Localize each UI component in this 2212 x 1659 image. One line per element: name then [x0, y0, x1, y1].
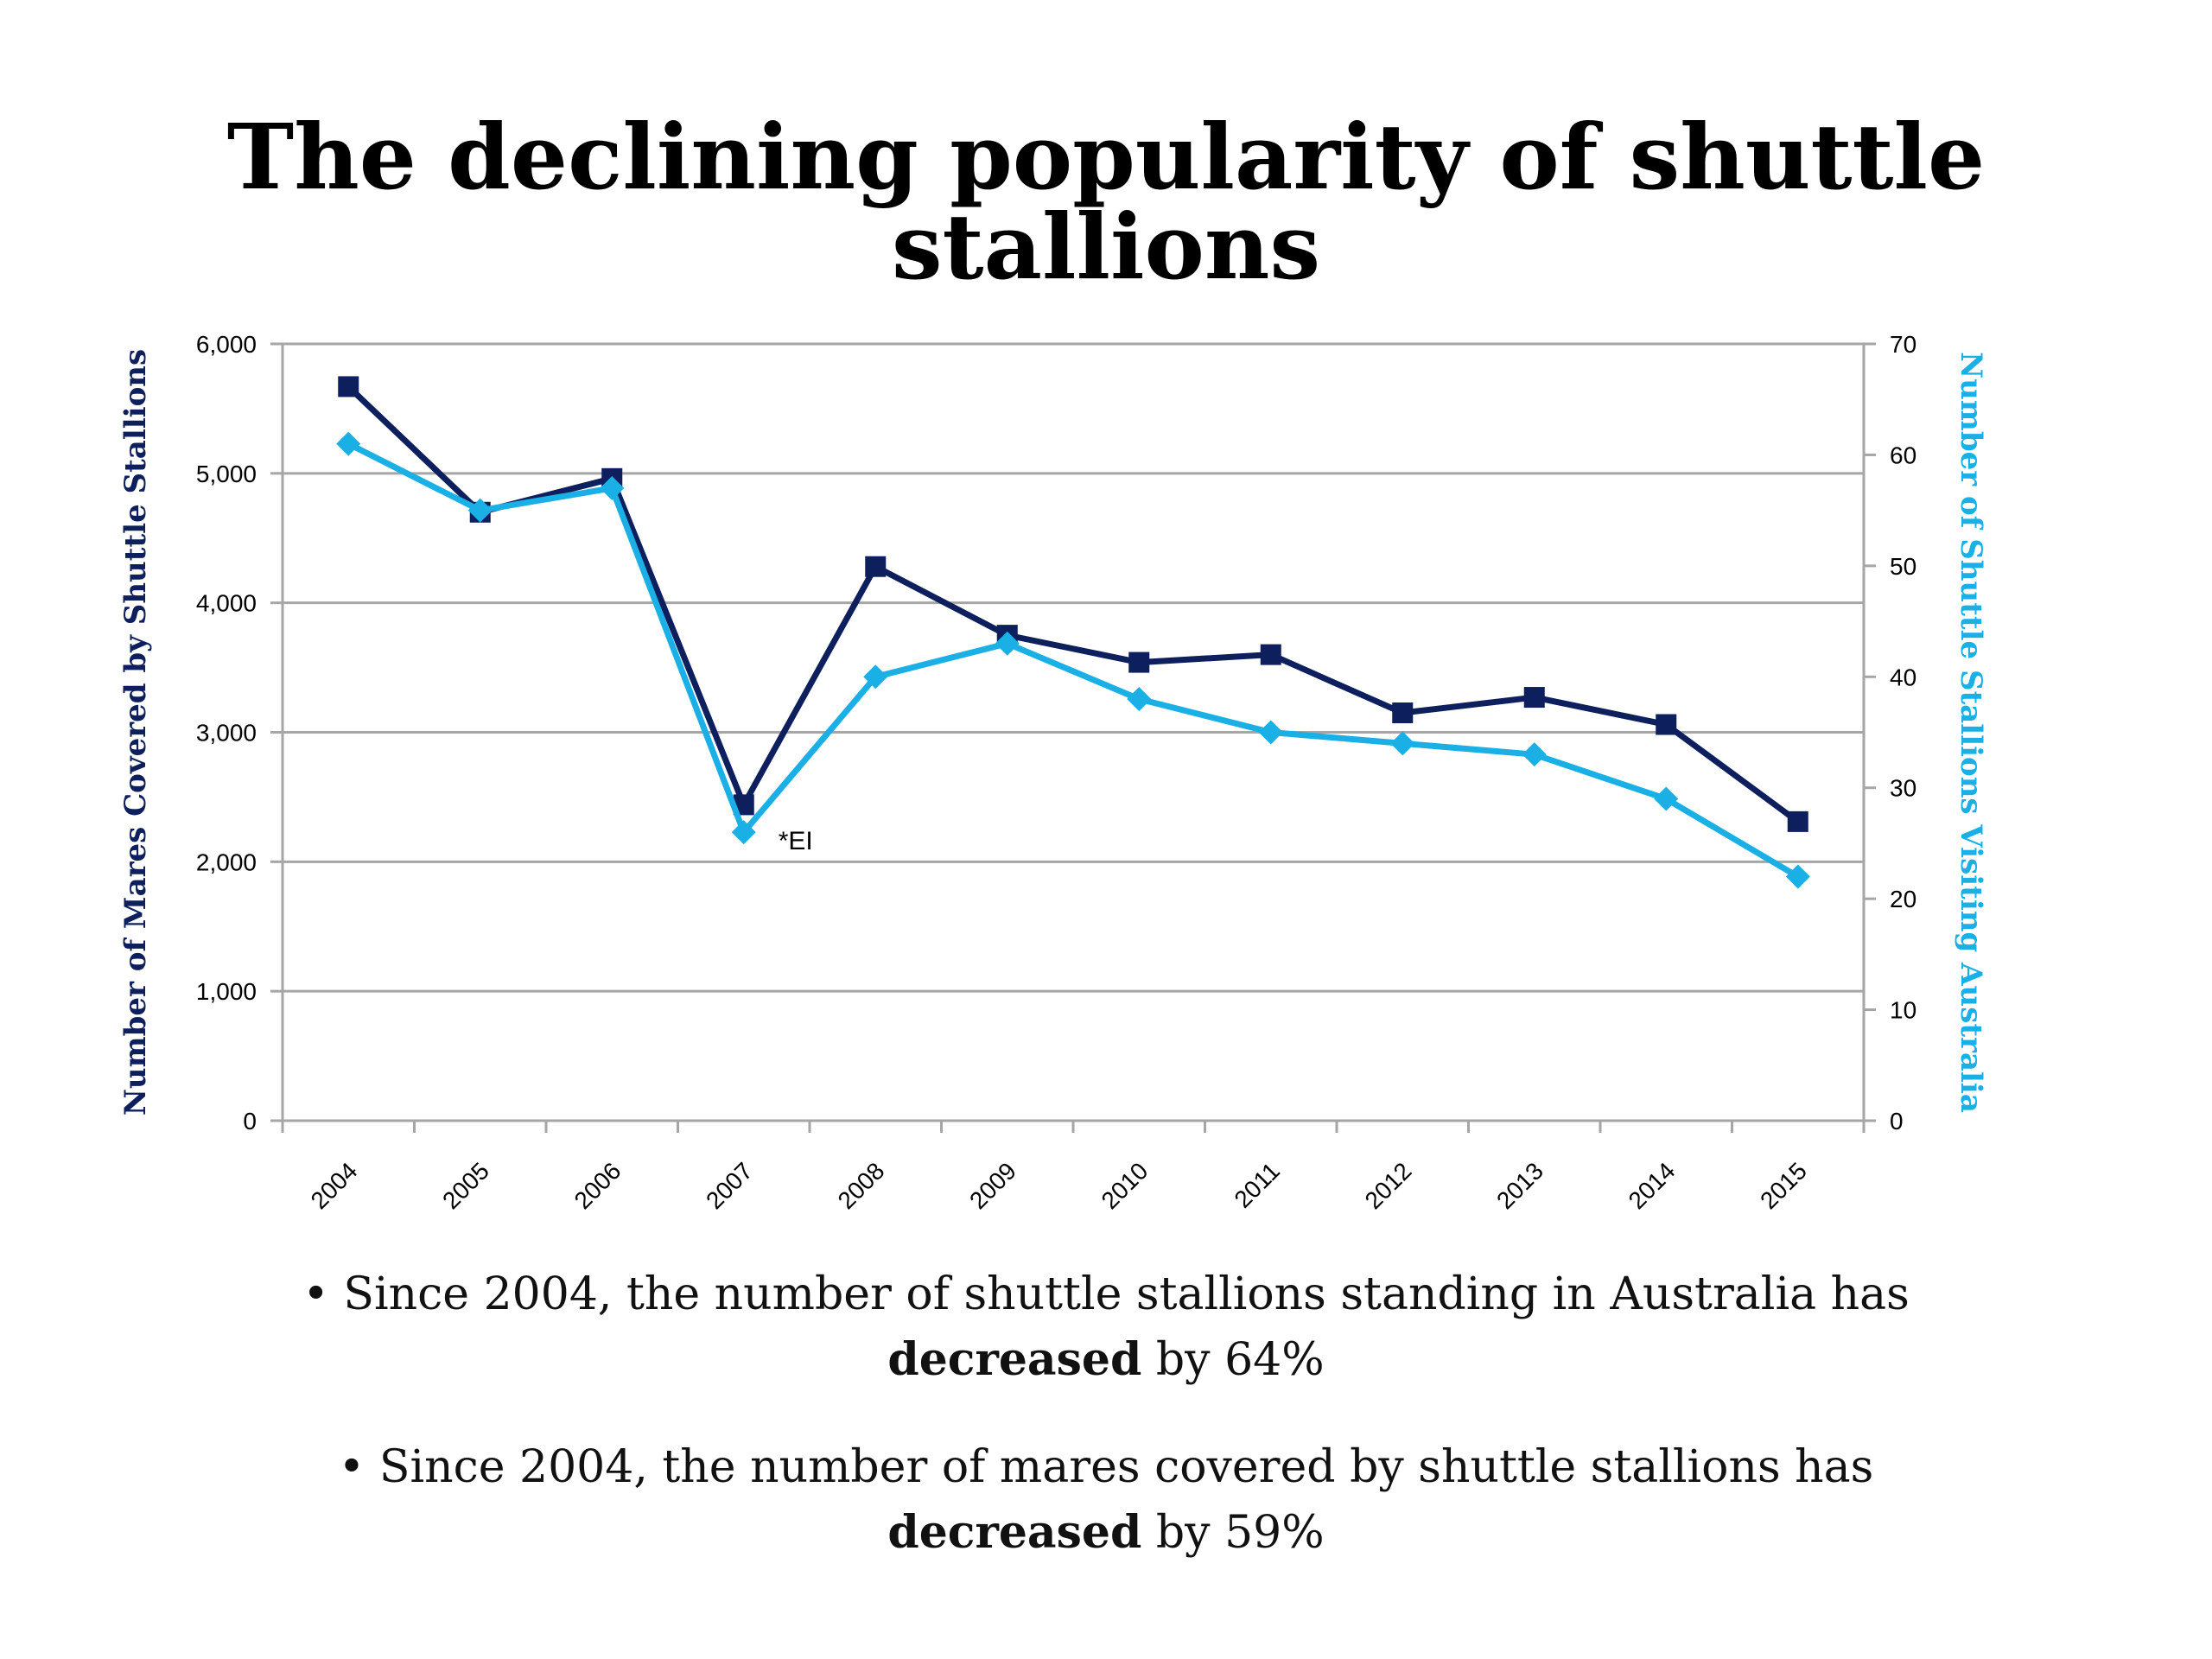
- bullet-stallions-decrease: • Since 2004, the number of shuttle stal…: [173, 1262, 2039, 1393]
- x-tick-label: 2010: [1096, 1157, 1154, 1214]
- left-tick-label: 6,000: [196, 331, 257, 358]
- bullet-text: • Since 2004, the number of mares covere…: [338, 1441, 1874, 1493]
- right-tick-label: 70: [1890, 331, 1916, 358]
- data-point-square: [1523, 687, 1545, 709]
- series: [336, 376, 1810, 889]
- data-point-square: [338, 376, 359, 397]
- left-tick-label: 2,000: [196, 849, 257, 875]
- bullet-text-end: by 64%: [1141, 1334, 1325, 1386]
- bullet-text: • Since 2004, the number of shuttle stal…: [302, 1268, 1910, 1320]
- series-line: [346, 441, 1800, 880]
- x-tick-label: 2015: [1755, 1157, 1812, 1214]
- right-tick-label: 30: [1890, 775, 1916, 802]
- data-point-diamond: [600, 475, 625, 500]
- bullet-emphasis: decreased: [887, 1333, 1142, 1386]
- data-point-diamond: [1522, 742, 1547, 767]
- data-point-diamond: [1390, 731, 1415, 756]
- data-point-square: [1260, 644, 1281, 665]
- data-point-square: [1787, 810, 1808, 832]
- left-tick-label: 4,000: [196, 590, 257, 617]
- gridlines: [283, 342, 1864, 993]
- mares-series: [338, 376, 1808, 832]
- x-tick-label: 2013: [1491, 1157, 1548, 1214]
- data-point-square: [1656, 714, 1677, 735]
- x-tick-label: 2007: [701, 1157, 758, 1214]
- x-tick-label: 2008: [833, 1157, 890, 1214]
- right-tick-label: 0: [1890, 1108, 1904, 1135]
- x-tick-label: 2011: [1229, 1157, 1285, 1213]
- left-tick-label: 1,000: [196, 978, 257, 1005]
- data-point-diamond: [336, 431, 361, 456]
- labels: 0 1,000 2,000 3,000 4,000 5,000 6,000 0 10 20 30 40…: [118, 331, 1988, 1214]
- data-point-diamond: [1258, 720, 1283, 745]
- right-axis-title: Number of Shuttle Stallions Visiting Aus…: [1954, 352, 1988, 1113]
- right-tick-label: 40: [1890, 664, 1916, 690]
- data-point-diamond: [1654, 786, 1679, 811]
- axes: [270, 342, 1876, 1133]
- data-point-diamond: [995, 631, 1020, 656]
- bullet-mares-decrease: • Since 2004, the number of mares covere…: [173, 1434, 2039, 1566]
- x-tick-label: 2012: [1360, 1157, 1417, 1214]
- x-tick-label: 2004: [306, 1157, 363, 1214]
- data-point-square: [1392, 702, 1414, 724]
- right-tick-label: 60: [1890, 442, 1916, 468]
- data-point-square: [865, 556, 887, 577]
- x-tick-label: 2014: [1624, 1157, 1681, 1214]
- left-axis-title: Number of Mares Covered by Shuttle Stall…: [118, 349, 153, 1116]
- left-tick-label: 3,000: [196, 720, 257, 747]
- stallions-series: [336, 431, 1810, 889]
- right-tick-label: 20: [1890, 886, 1916, 912]
- right-tick-label: 50: [1890, 553, 1916, 580]
- left-tick-label: 0: [243, 1108, 257, 1135]
- left-tick-label: 5,000: [196, 461, 257, 487]
- data-point-diamond: [1785, 864, 1810, 889]
- data-point-diamond: [467, 498, 493, 523]
- series-line: [346, 384, 1800, 824]
- bullet-text-end: by 59%: [1141, 1507, 1325, 1559]
- data-point-diamond: [863, 664, 888, 690]
- x-tick-label: 2009: [964, 1157, 1021, 1214]
- annotation-label: *EI: [779, 827, 813, 855]
- bullet-emphasis: decreased: [887, 1506, 1142, 1559]
- data-point-diamond: [731, 820, 756, 845]
- data-point-square: [1128, 652, 1150, 673]
- slide-title: The declining popularity of shuttle stal…: [226, 104, 1986, 300]
- right-tick-label: 10: [1890, 997, 1916, 1024]
- x-tick-label: 2006: [569, 1157, 626, 1214]
- data-point-diamond: [1127, 686, 1152, 711]
- x-tick-label: 2005: [437, 1157, 494, 1214]
